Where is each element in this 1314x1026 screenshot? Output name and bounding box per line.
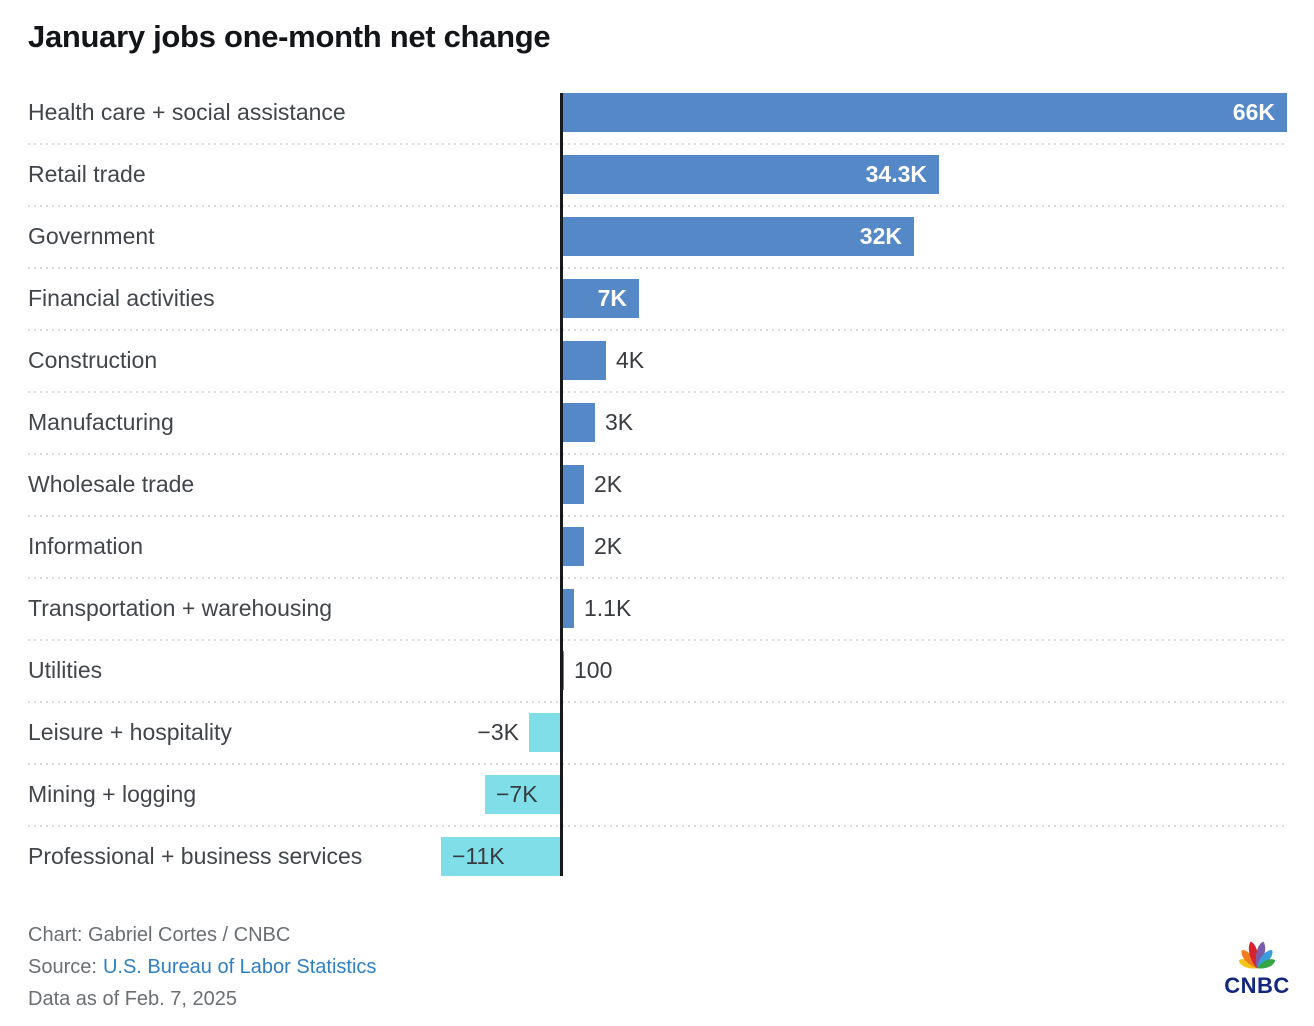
category-label: Retail trade bbox=[28, 161, 146, 187]
category-label: Construction bbox=[28, 347, 158, 373]
source-line: Source: U.S. Bureau of Labor Statistics bbox=[28, 951, 376, 983]
value-label: 7K bbox=[597, 285, 627, 311]
value-label: −7K bbox=[496, 781, 538, 807]
category-label: Utilities bbox=[28, 657, 103, 683]
row-separator bbox=[28, 577, 1287, 579]
row-separator bbox=[28, 391, 1287, 393]
bar bbox=[562, 341, 606, 380]
bar bbox=[485, 775, 562, 814]
bar bbox=[529, 713, 562, 752]
value-label: 2K bbox=[594, 533, 623, 559]
value-label: 34.3K bbox=[865, 161, 927, 187]
row-separator bbox=[28, 143, 1287, 145]
category-label: Manufacturing bbox=[28, 409, 174, 435]
value-label: 3K bbox=[605, 409, 634, 435]
value-label: 2K bbox=[594, 471, 623, 497]
category-label: Financial activities bbox=[28, 285, 215, 311]
bar bbox=[562, 93, 1287, 132]
row-separator bbox=[28, 701, 1287, 703]
footer: Chart: Gabriel Cortes / CNBC Source: U.S.… bbox=[28, 919, 376, 1015]
bar bbox=[562, 651, 564, 690]
cnbc-wordmark: CNBC bbox=[1224, 973, 1290, 998]
bar bbox=[562, 403, 595, 442]
cnbc-logo: CNBC bbox=[1221, 930, 1293, 999]
axis-baseline bbox=[560, 93, 563, 876]
category-label: Leisure + hospitality bbox=[28, 719, 232, 745]
row-separator bbox=[28, 205, 1287, 207]
bar bbox=[562, 465, 584, 504]
value-label: 4K bbox=[616, 347, 645, 373]
row-separator bbox=[28, 453, 1287, 455]
data-as-of: Data as of Feb. 7, 2025 bbox=[28, 988, 238, 1010]
row-separator bbox=[28, 329, 1287, 331]
value-label: 1.1K bbox=[584, 595, 632, 621]
chart-credit: Chart: Gabriel Cortes / CNBC bbox=[28, 924, 291, 946]
bar bbox=[562, 279, 639, 318]
value-label: −11K bbox=[452, 843, 505, 869]
source-link[interactable]: U.S. Bureau of Labor Statistics bbox=[102, 956, 377, 978]
category-label: Transportation + warehousing bbox=[28, 595, 333, 621]
bar bbox=[562, 155, 939, 194]
category-label: Health care + social assistance bbox=[28, 99, 346, 125]
peacock-icon bbox=[1238, 941, 1276, 969]
bar bbox=[441, 837, 562, 876]
source-label: Source: bbox=[28, 956, 97, 978]
row-separator bbox=[28, 267, 1287, 269]
category-label: Mining + logging bbox=[28, 781, 197, 807]
chart-title: January jobs one-month net change bbox=[28, 19, 551, 54]
row-separator bbox=[28, 639, 1287, 641]
category-label: Wholesale trade bbox=[28, 471, 195, 497]
value-label: −3K bbox=[477, 719, 519, 745]
category-label: Government bbox=[28, 223, 155, 249]
row-separator bbox=[28, 763, 1287, 765]
bar bbox=[562, 527, 584, 566]
value-label: 66K bbox=[1232, 99, 1275, 125]
row-separator bbox=[28, 515, 1287, 517]
value-label: 100 bbox=[574, 657, 613, 683]
category-label: Professional + business services bbox=[28, 843, 363, 869]
value-label: 32K bbox=[859, 223, 902, 249]
bar bbox=[562, 589, 574, 628]
row-separator bbox=[28, 825, 1287, 827]
category-label: Information bbox=[28, 533, 144, 559]
bar bbox=[562, 217, 914, 256]
